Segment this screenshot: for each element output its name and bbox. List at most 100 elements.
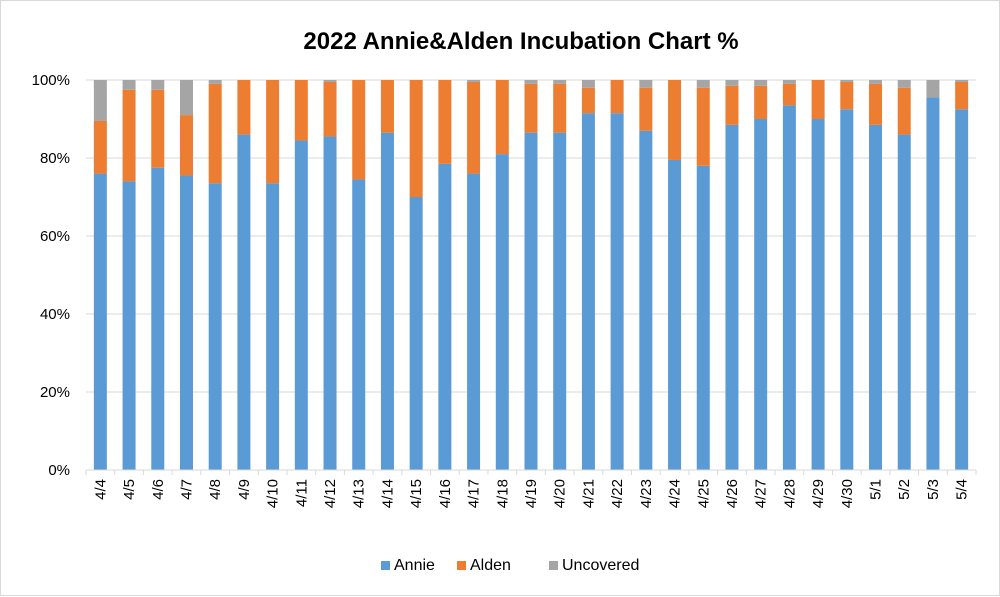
bar-annie	[237, 134, 251, 470]
bars	[93, 80, 969, 471]
bar-alden	[955, 81, 969, 110]
bar-annie	[467, 173, 481, 470]
bar-alden	[294, 80, 308, 141]
bar-uncovered	[581, 80, 595, 88]
bar-annie	[179, 175, 193, 471]
x-tick-label: 4/11	[293, 479, 310, 507]
x-tick-label: 4/15	[408, 479, 425, 508]
y-tick-label: 20%	[40, 384, 70, 401]
bar-annie	[610, 113, 624, 471]
bar-annie	[294, 140, 308, 470]
x-tick-label: 4/22	[609, 479, 626, 508]
x-tick-label: 4/28	[781, 479, 798, 508]
x-tick-label: 4/16	[437, 479, 454, 508]
bar-uncovered	[93, 80, 107, 121]
bar-annie	[524, 132, 538, 470]
bar-alden	[754, 85, 768, 119]
bar-alden	[380, 80, 394, 133]
x-tick-label: 5/3	[925, 479, 942, 500]
bar-alden	[782, 83, 796, 106]
bar-alden	[610, 80, 624, 114]
bar-annie	[811, 119, 825, 470]
bar-uncovered	[926, 80, 940, 98]
bar-alden	[869, 83, 883, 125]
bar-uncovered	[897, 80, 911, 88]
x-tick-label: 4/27	[753, 479, 770, 508]
bar-alden	[409, 80, 423, 197]
y-tick-label: 100%	[32, 72, 70, 89]
bar-alden	[467, 81, 481, 174]
bar-alden	[897, 87, 911, 135]
bar-annie	[955, 109, 969, 470]
chart-title: 2022 Annie&Alden Incubation Chart %	[303, 28, 738, 55]
legend-label-uncovered: Uncovered	[562, 557, 639, 574]
bar-alden	[122, 89, 136, 182]
x-tick-label: 4/14	[379, 479, 396, 508]
x-tick-label: 5/4	[954, 479, 971, 500]
x-tick-label: 4/26	[724, 479, 741, 508]
legend-swatch-annie	[381, 561, 390, 570]
bar-annie	[93, 173, 107, 470]
x-tick-label: 4/7	[178, 479, 195, 500]
y-tick-label: 60%	[40, 228, 70, 245]
bar-annie	[668, 159, 682, 470]
x-tick-label: 4/17	[466, 479, 483, 508]
bar-uncovered	[179, 80, 193, 116]
bar-uncovered	[151, 80, 165, 90]
bar-alden	[352, 80, 366, 180]
bar-annie	[409, 197, 423, 470]
x-tick-label: 4/21	[580, 479, 597, 508]
bar-annie	[208, 183, 222, 470]
bar-uncovered	[955, 80, 969, 82]
x-tick-label: 5/1	[868, 479, 885, 500]
legend-label-alden: Alden	[470, 557, 511, 574]
bar-uncovered	[869, 80, 883, 84]
bar-annie	[782, 105, 796, 470]
bar-uncovered	[725, 80, 739, 86]
bar-uncovered	[524, 80, 538, 84]
bar-annie	[639, 130, 653, 470]
bar-annie	[754, 119, 768, 470]
x-tick-label: 4/13	[351, 479, 368, 508]
bar-uncovered	[553, 80, 567, 84]
x-tick-label: 4/18	[494, 479, 511, 508]
x-tick-label: 4/5	[121, 479, 138, 500]
bar-uncovered	[639, 80, 653, 88]
axes: 0% 20% 40% 60% 80% 100% 4/4 4/5 4/6 4/7 4/8 4/9 4/10…	[32, 72, 977, 508]
x-tick-label: 4/30	[839, 479, 856, 508]
bar-uncovered	[754, 80, 768, 86]
bar-annie	[438, 163, 452, 470]
bar-alden	[237, 80, 251, 135]
bar-annie	[266, 183, 280, 470]
x-tick-label: 4/8	[207, 479, 224, 500]
bar-annie	[926, 97, 940, 471]
x-tick-label: 4/29	[810, 479, 827, 508]
x-tick-label: 4/12	[322, 479, 339, 508]
y-tick-label: 80%	[40, 150, 70, 167]
bar-alden	[266, 80, 280, 184]
bar-alden	[151, 89, 165, 168]
bar-alden	[696, 87, 710, 166]
bar-annie	[869, 124, 883, 470]
legend-swatch-uncovered	[549, 561, 558, 570]
bar-uncovered	[840, 80, 854, 82]
bar-alden	[553, 83, 567, 133]
bar-uncovered	[696, 80, 710, 88]
x-tick-label: 4/9	[236, 479, 253, 500]
bar-alden	[323, 81, 337, 137]
bar-alden	[438, 80, 452, 164]
bar-uncovered	[782, 80, 796, 84]
bar-alden	[495, 80, 509, 155]
bar-alden	[93, 120, 107, 174]
legend-label-annie: Annie	[394, 557, 435, 574]
x-tick-label: 4/23	[638, 479, 655, 508]
bar-alden	[639, 87, 653, 131]
bar-annie	[581, 113, 595, 471]
x-tick-label: 4/25	[695, 479, 712, 508]
bar-alden	[179, 115, 193, 176]
bar-annie	[495, 154, 509, 470]
bar-annie	[696, 165, 710, 471]
bar-alden	[208, 83, 222, 184]
bar-uncovered	[323, 80, 337, 82]
